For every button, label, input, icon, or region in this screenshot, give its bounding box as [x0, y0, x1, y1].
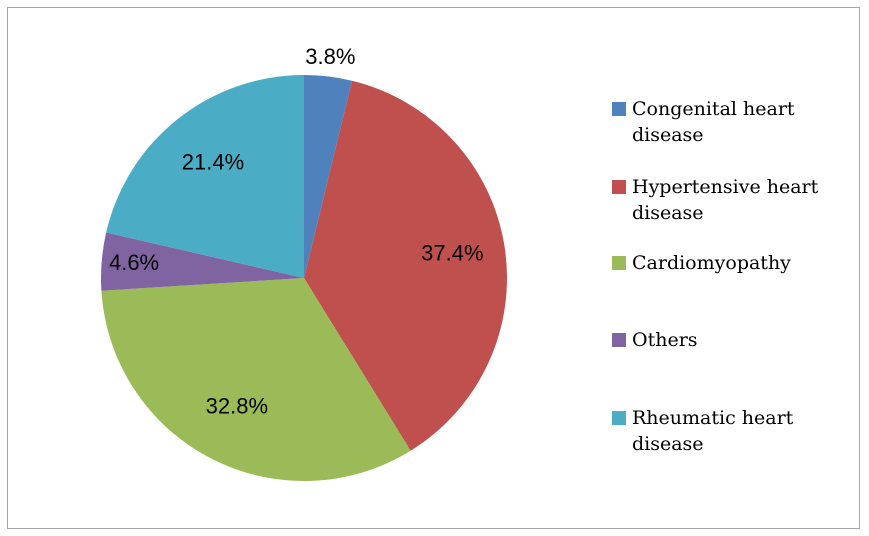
data-label: 4.6% — [109, 250, 159, 275]
legend-item: Cardiomyopathy — [612, 250, 837, 276]
legend-swatch — [612, 333, 626, 347]
legend-swatch — [612, 180, 626, 194]
legend-item: Others — [612, 327, 837, 353]
legend-swatch — [612, 256, 626, 270]
legend-item: Hypertensive heart disease — [612, 174, 837, 226]
legend-label: Hypertensive heart disease — [632, 176, 819, 224]
data-label: 32.8% — [206, 394, 268, 419]
legend-swatch — [612, 411, 626, 425]
pie-slice — [304, 75, 353, 278]
legend-item: Rheumatic heart disease — [612, 405, 837, 457]
data-label: 3.8% — [305, 44, 355, 69]
pie-slice — [101, 278, 411, 481]
data-label: 37.4% — [421, 240, 483, 265]
pie-slice — [106, 75, 304, 278]
legend-swatch — [612, 102, 626, 116]
legend-item: Congenital heart disease — [612, 96, 837, 148]
chart-frame — [7, 7, 860, 529]
pie-slice — [304, 80, 507, 451]
legend-label: Others — [632, 329, 698, 351]
pie-slice — [100, 232, 304, 291]
data-label: 21.4% — [182, 149, 244, 174]
legend-label: Cardiomyopathy — [632, 252, 791, 274]
legend-label: Rheumatic heart disease — [632, 407, 794, 455]
legend-label: Congenital heart disease — [632, 98, 795, 146]
